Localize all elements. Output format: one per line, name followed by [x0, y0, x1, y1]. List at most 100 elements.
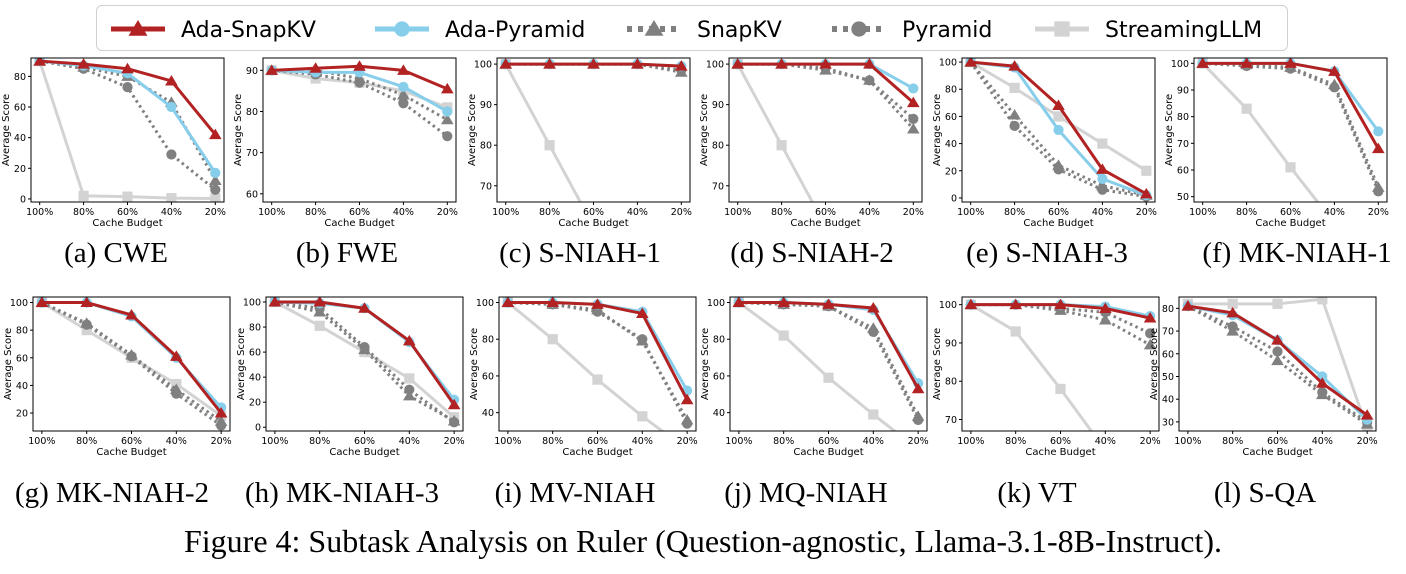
subplot-l-s-qa-ytick-label-70: 70	[1162, 327, 1174, 338]
subplot-f-mk-niah-1-point-ada-snapkv-3	[1328, 65, 1341, 76]
subplot-f-mk-niah-1-point-ada-snapkv-1	[1240, 58, 1253, 68]
subplot-f-mk-niah-1-point-pyramid-1	[1241, 60, 1252, 72]
subplot-d-s-niah-2-point-ada-snapkv-4	[907, 96, 920, 108]
subplot-j-mq-niah-xlabel: Cache Budget	[793, 447, 863, 458]
subplot-k-vt-xtick-label-1: 80%	[1005, 436, 1026, 447]
subplot-i-mv-niah-point-ada-pyramid-0	[502, 297, 513, 308]
subplot-a-cwe-line-ada-snapkv	[39, 59, 217, 136]
subplot-j-mq-niah-point-snapkv-4	[911, 410, 925, 421]
subplot-k-vt-point-pyramid-0	[965, 299, 976, 310]
subplot-l-s-qa-ytick-label-60: 60	[1162, 349, 1174, 360]
subplot-e-s-niah-3-point-snapkv-2	[1052, 159, 1065, 170]
subplot-j-mq-niah-series-ada-pyramid	[733, 297, 924, 389]
subplot-i-mv-niah-point-streamingllm-4	[682, 444, 692, 454]
subplot-h-mk-niah-3-point-snapkv-2	[358, 343, 371, 355]
subplot-i-mv-niah-line-pyramid	[507, 301, 689, 425]
subplot-g-mk-niah-2-frame	[32, 296, 231, 432]
subplot-g-mk-niah-2-point-snapkv-4	[214, 415, 228, 426]
subplot-h-mk-niah-3-line-streamingllm	[274, 300, 456, 419]
subplot-g-mk-niah-2-point-pyramid-1	[81, 319, 92, 330]
subplot-j-mq-niah-point-ada-snapkv-4	[911, 382, 925, 394]
subplot-f-mk-niah-1-point-snapkv-1	[1240, 58, 1253, 70]
subplot-i-mv-niah-series-ada-pyramid	[502, 297, 693, 396]
subplot-k-vt-ytick-label-70: 70	[945, 415, 957, 426]
subplot-c-s-niah-1-point-pyramid-2	[588, 58, 599, 70]
subplot-g-mk-niah-2-point-ada-snapkv-3	[170, 350, 183, 361]
legend-marker-snapkv	[644, 20, 664, 36]
subplot-g-mk-niah-2-point-snapkv-3	[170, 383, 183, 395]
subplot-l-s-qa-plot-area	[1181, 297, 1374, 431]
subplot-g-mk-niah-2-series-snapkv	[35, 297, 228, 426]
subplot-b-fwe-ytick-label-90: 90	[246, 66, 258, 77]
subplot-b-fwe-ytick-label-60: 60	[246, 189, 258, 200]
subplot-e-s-niah-3-series-ada-snapkv	[964, 58, 1153, 199]
subplot-l-s-qa-point-streamingllm-4	[1362, 423, 1373, 431]
subplot-g-mk-niah-2-point-ada-pyramid-2	[126, 311, 137, 322]
subplot-k-vt-xlabel: Cache Budget	[1025, 447, 1095, 458]
subplot-c-s-niah-1-line-pyramid	[505, 62, 682, 72]
subplot-l-s-qa-ylabel: Average Score	[1149, 328, 1160, 400]
subplot-j-mq-niah-xtick-label-1: 80%	[773, 436, 794, 447]
subplot-a-cwe-point-ada-snapkv-1	[77, 58, 90, 69]
subplot-g-mk-niah-2-line-ada-pyramid	[41, 301, 223, 409]
subplot-b-fwe-point-pyramid-4	[442, 131, 453, 142]
subplot-f-mk-niah-1-point-streamingllm-2	[1285, 162, 1296, 173]
subplot-j-mq-niah-xtick-label-4: 20%	[908, 436, 929, 447]
subplot-i-mv-niah-point-streamingllm-3	[637, 411, 648, 422]
subplot-g-mk-niah-2-xtick-label-3: 40%	[166, 436, 187, 447]
legend-marker-ada-snapkv	[128, 20, 148, 36]
subplot-i-mv-niah-series-snapkv	[501, 297, 694, 425]
subplot-d-s-niah-2-xtick-label-1: 80%	[771, 207, 792, 218]
subplot-i-mv-niah-xtick-label-2: 60%	[587, 436, 608, 447]
subplot-i-mv-niah-point-pyramid-0	[502, 297, 513, 308]
subplot-h-mk-niah-3-line-snapkv	[274, 300, 455, 423]
subplot-f-mk-niah-1-ytick-label-90: 90	[1177, 86, 1189, 97]
subplot-i-mv-niah-ytick-label-60: 60	[482, 371, 494, 382]
subplot-l-s-qa-point-streamingllm-2	[1272, 298, 1283, 309]
subplot-g-mk-niah-2-line-pyramid	[41, 301, 223, 427]
subplot-c-s-niah-1-point-ada-snapkv-0	[499, 58, 512, 69]
subplot-k-vt-point-streamingllm-3	[1100, 445, 1110, 455]
subplot-e-s-niah-3-ytick-label-80: 80	[945, 85, 957, 96]
subplot-f-mk-niah-1-series-snapkv	[1196, 58, 1385, 192]
subplot-k-vt-xtick-label-4: 20%	[1140, 436, 1161, 447]
subplot-e-s-niah-3-point-pyramid-3	[1097, 184, 1108, 195]
subplot-c-s-niah-1-xlabel: Cache Budget	[558, 218, 628, 229]
subplot-c-s-niah-1-xtick-label-2: 60%	[583, 207, 604, 218]
subplot-b-fwe-ytick-label-80: 80	[246, 107, 258, 118]
subplot-k-vt-xtick-label-3: 40%	[1095, 436, 1116, 447]
subplot-h-mk-niah-3-point-ada-pyramid-4	[449, 394, 460, 405]
subplot-b-fwe-point-pyramid-3	[398, 98, 409, 109]
subplot-k-vt-point-streamingllm-2	[1055, 383, 1066, 394]
subplot-a-cwe-point-ada-pyramid-0	[34, 58, 45, 67]
subplot-d-s-niah-2-series-ada-snapkv	[731, 58, 920, 108]
subplot-b-fwe-point-ada-pyramid-0	[266, 65, 277, 76]
subplot-f-mk-niah-1-point-streamingllm-1	[1241, 103, 1252, 114]
subplot-h-mk-niah-3-point-pyramid-1	[314, 303, 325, 314]
legend-label-snapkv: SnapKV	[697, 18, 782, 43]
subplot-c-s-niah-1-ytick-label-90: 90	[480, 100, 492, 111]
subplot-h-mk-niah-3-point-streamingllm-2	[359, 347, 370, 358]
subplot-l-s-qa-ytick-label-80: 80	[1162, 304, 1174, 315]
subplot-e-s-niah-3-point-ada-pyramid-4	[1141, 190, 1152, 201]
subplot-h-mk-niah-3-line-ada-pyramid	[274, 300, 456, 401]
subplot-c-s-niah-1-point-streamingllm-0	[500, 58, 511, 70]
subplot-e-s-niah-3-point-streamingllm-2	[1053, 111, 1064, 122]
subplot-h-mk-niah-3-point-snapkv-4	[447, 414, 461, 426]
subplot-g-mk-niah-2-point-pyramid-2	[126, 351, 137, 362]
subplot-f-mk-niah-1-point-streamingllm-3	[1329, 218, 1339, 228]
subplot-j-mq-niah-point-snapkv-0	[732, 297, 746, 308]
subplot-j-mq-niah-caption: (j) MQ-NIAH	[724, 477, 888, 509]
subplot-l-s-qa-series-pyramid	[1182, 300, 1373, 428]
legend-label-streamingllm: StreamingLLM	[1105, 18, 1262, 43]
subplot-k-vt-line-snapkv	[970, 303, 1151, 347]
subplot-c-s-niah-1-point-ada-pyramid-4	[676, 61, 687, 72]
subplot-d-s-niah-2-ytick-label-90: 90	[712, 100, 724, 111]
legend-label-ada-pyramid: Ada-Pyramid	[445, 18, 585, 43]
subplot-h-mk-niah-3-xlabel: Cache Budget	[329, 447, 399, 458]
subplot-a-cwe-xtick-label-3: 40%	[161, 207, 182, 218]
subplot-f-mk-niah-1-series-ada-snapkv	[1196, 58, 1385, 154]
subplot-h-mk-niah-3-ytick-label-60: 60	[249, 348, 261, 359]
subplot-h-mk-niah-3-series-streamingllm	[269, 297, 460, 423]
subplot-c-s-niah-1-xtick-label-4: 20%	[671, 207, 692, 218]
